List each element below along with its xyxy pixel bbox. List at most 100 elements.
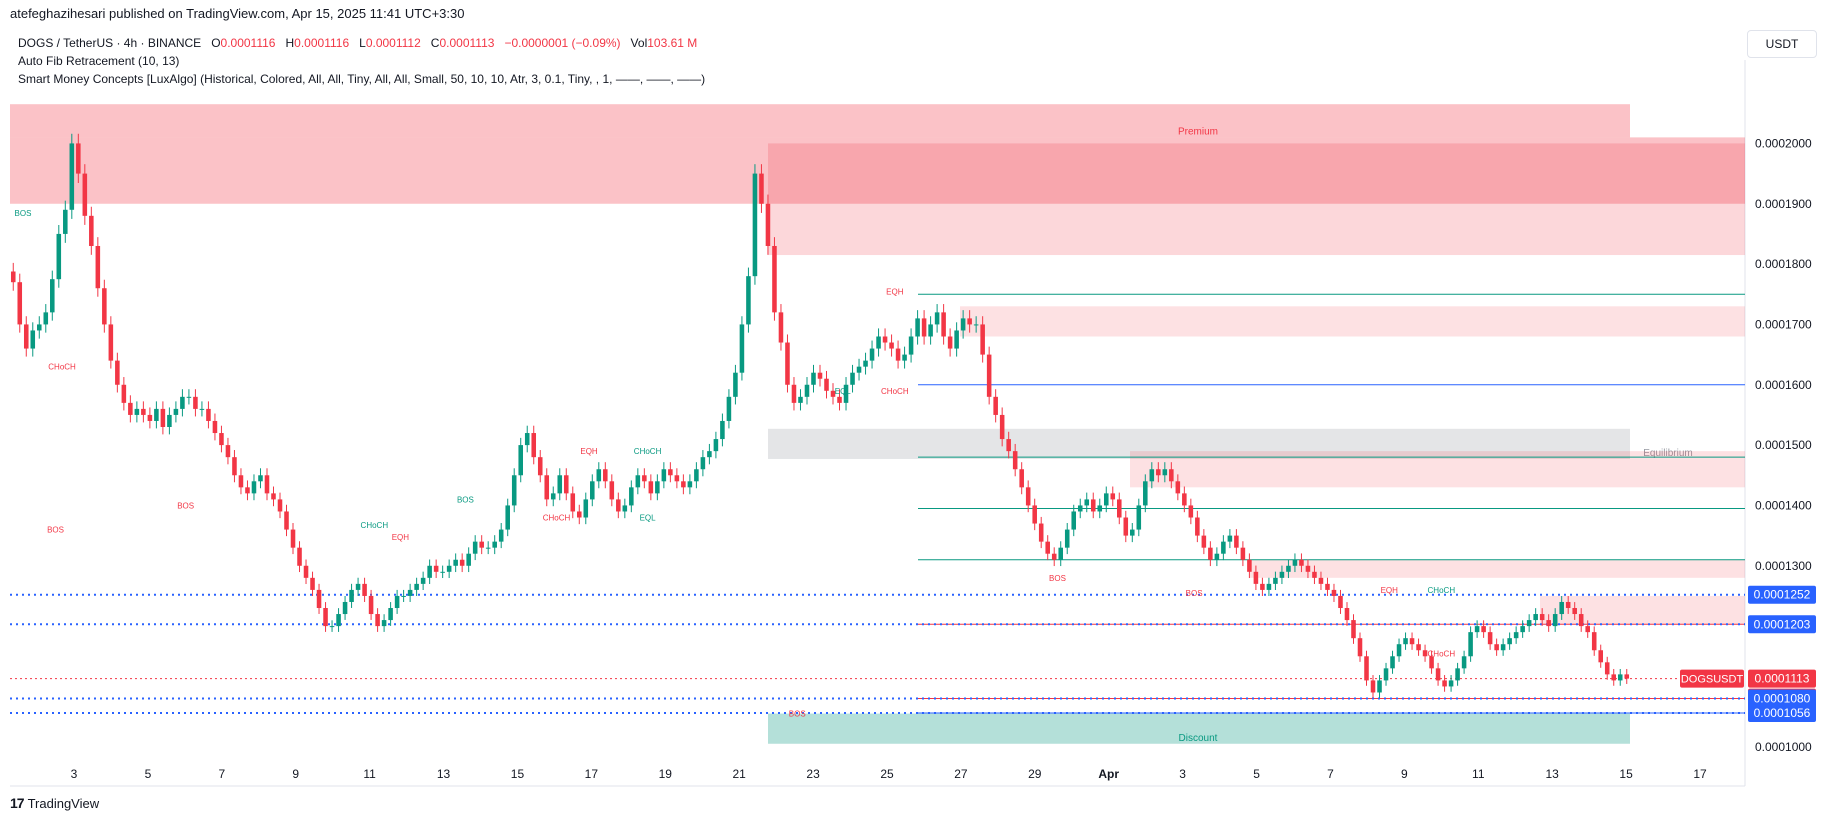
candle [837, 389, 842, 411]
price-badge-text: 0.0001203 [1754, 617, 1811, 631]
x-tick-label: 17 [585, 767, 599, 781]
structure-label: CHoCH [1428, 586, 1456, 595]
candle [1455, 662, 1460, 686]
candle [1156, 462, 1161, 483]
candle [225, 437, 231, 465]
candle [583, 492, 589, 525]
candle [733, 364, 738, 405]
open-value: 0.0001116 [220, 36, 276, 50]
candle [141, 401, 146, 423]
candle [973, 316, 979, 333]
zone-premium [10, 104, 1630, 138]
candle [355, 577, 361, 596]
change-value: −0.0000001 (−0.09%) [504, 36, 621, 50]
published-line: atefeghazihesari published on TradingVie… [10, 6, 465, 21]
symbol-title[interactable]: DOGS / TetherUS · 4h · BINANCE [18, 36, 202, 50]
high-value: 0.0001116 [294, 36, 350, 50]
candle [1038, 516, 1044, 549]
chart-legend: DOGS / TetherUS · 4h · BINANCE O0.000111… [18, 34, 705, 88]
candle [934, 304, 940, 333]
candle [967, 310, 972, 333]
x-tick-label: 13 [437, 767, 451, 781]
candle [479, 535, 484, 555]
candle [1006, 431, 1011, 459]
candle [1409, 632, 1415, 650]
candle [902, 346, 907, 369]
candle [199, 401, 205, 417]
y-tick-label: 0.0001900 [1755, 197, 1812, 211]
candle [316, 583, 322, 614]
candle [1318, 571, 1324, 591]
candle [603, 462, 608, 489]
candle [1474, 620, 1480, 638]
candle [1585, 620, 1590, 638]
candle [1611, 668, 1617, 686]
candle [1162, 462, 1168, 483]
candle [30, 322, 36, 357]
candle [1084, 492, 1090, 513]
low-value: 0.0001112 [365, 36, 421, 50]
candle [752, 164, 758, 285]
candle [414, 577, 419, 596]
candle [778, 304, 784, 351]
x-tick-label: 27 [954, 767, 968, 781]
candle [212, 413, 218, 441]
candle [1064, 523, 1070, 555]
close-label: C [430, 36, 440, 50]
candle [1312, 565, 1317, 585]
candle [915, 310, 920, 345]
candle [1520, 620, 1525, 638]
candle [941, 304, 946, 345]
tradingview-logo-icon: 17 [10, 795, 25, 811]
candle [1507, 632, 1512, 650]
candle [206, 401, 211, 429]
candle [726, 389, 732, 429]
indicator-smc[interactable]: Smart Money Concepts [LuxAlgo] (Historic… [18, 72, 706, 86]
supply-block [1130, 451, 1745, 488]
candle [1292, 553, 1298, 573]
candle [63, 200, 68, 243]
candle [362, 577, 367, 602]
price-badge-text: 0.0001252 [1754, 588, 1811, 602]
candle [1227, 529, 1233, 549]
candle [544, 468, 550, 507]
structure-label: CHoCH [48, 363, 76, 372]
candle [1559, 595, 1564, 620]
currency-button[interactable]: USDT [1747, 30, 1817, 58]
candle [590, 474, 595, 507]
candle [1273, 571, 1278, 591]
candle [1286, 559, 1291, 579]
supply-block [1250, 559, 1745, 578]
candle [830, 383, 836, 405]
candle [1058, 541, 1063, 567]
candle [616, 492, 621, 519]
candle [681, 474, 686, 495]
candle [707, 443, 712, 465]
candle [271, 486, 276, 507]
indicator-fib[interactable]: Auto Fib Retracement (10, 13) [18, 54, 180, 68]
candle [1299, 553, 1304, 573]
low-label: L [359, 36, 366, 50]
candle [1149, 462, 1155, 489]
tradingview-logo[interactable]: 17 TradingView [10, 795, 99, 811]
candle [1214, 547, 1220, 567]
candle [577, 504, 582, 525]
candle [1364, 650, 1369, 686]
candle [791, 377, 797, 411]
candle [1331, 583, 1337, 602]
candle [928, 316, 933, 345]
structure-label: CHoCH [1428, 649, 1456, 658]
candle [1117, 492, 1122, 525]
candle [954, 322, 959, 357]
x-tick-label: 29 [1028, 767, 1042, 781]
candle [921, 310, 927, 345]
candle [1533, 608, 1538, 626]
structure-label: BOS [15, 209, 32, 218]
price-badge [1748, 703, 1816, 722]
candle [1578, 608, 1584, 632]
x-tick-label: 19 [659, 767, 673, 781]
candle [1045, 535, 1050, 561]
x-tick-label: 5 [145, 767, 152, 781]
candle [1012, 443, 1018, 477]
